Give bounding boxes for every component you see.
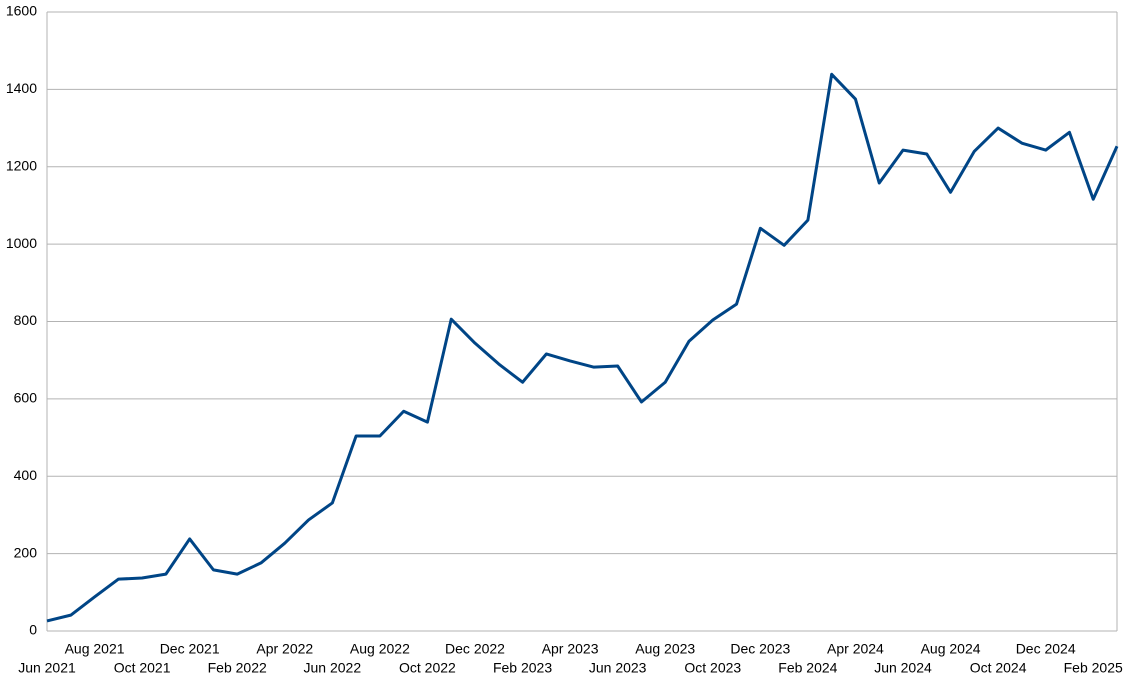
y-tick-label: 1600 <box>6 3 37 19</box>
x-tick-label: Apr 2023 <box>542 641 599 657</box>
y-tick-label: 1000 <box>6 235 37 251</box>
x-tick-label: Oct 2022 <box>399 660 456 676</box>
y-tick-label: 600 <box>14 390 38 406</box>
x-tick-label: Feb 2023 <box>493 660 552 676</box>
y-tick-label: 800 <box>14 312 38 328</box>
x-tick-label: Jun 2021 <box>18 660 76 676</box>
y-tick-label: 1400 <box>6 80 37 96</box>
x-tick-label: Feb 2024 <box>778 660 837 676</box>
x-tick-label: Dec 2022 <box>445 641 505 657</box>
x-tick-label: Jun 2023 <box>589 660 647 676</box>
x-tick-label: Oct 2024 <box>970 660 1027 676</box>
x-tick-label: Oct 2023 <box>684 660 741 676</box>
x-tick-label: Feb 2025 <box>1064 660 1123 676</box>
y-tick-label: 200 <box>14 544 38 560</box>
x-tick-label: Dec 2021 <box>160 641 220 657</box>
y-tick-label: 0 <box>29 622 37 638</box>
x-tick-label: Apr 2024 <box>827 641 884 657</box>
x-tick-label: Aug 2021 <box>65 641 125 657</box>
y-tick-label: 1200 <box>6 157 37 173</box>
x-tick-label: Oct 2021 <box>114 660 171 676</box>
x-tick-label: Aug 2023 <box>635 641 695 657</box>
x-tick-label: Apr 2022 <box>256 641 313 657</box>
x-tick-label: Aug 2024 <box>921 641 981 657</box>
x-tick-label: Jun 2024 <box>874 660 932 676</box>
series-line <box>46 72 1119 623</box>
x-tick-label: Dec 2024 <box>1016 641 1076 657</box>
x-tick-label: Jun 2022 <box>304 660 362 676</box>
x-tick-label: Aug 2022 <box>350 641 410 657</box>
x-tick-label: Feb 2022 <box>208 660 267 676</box>
x-tick-label: Dec 2023 <box>730 641 790 657</box>
y-tick-label: 400 <box>14 467 38 483</box>
